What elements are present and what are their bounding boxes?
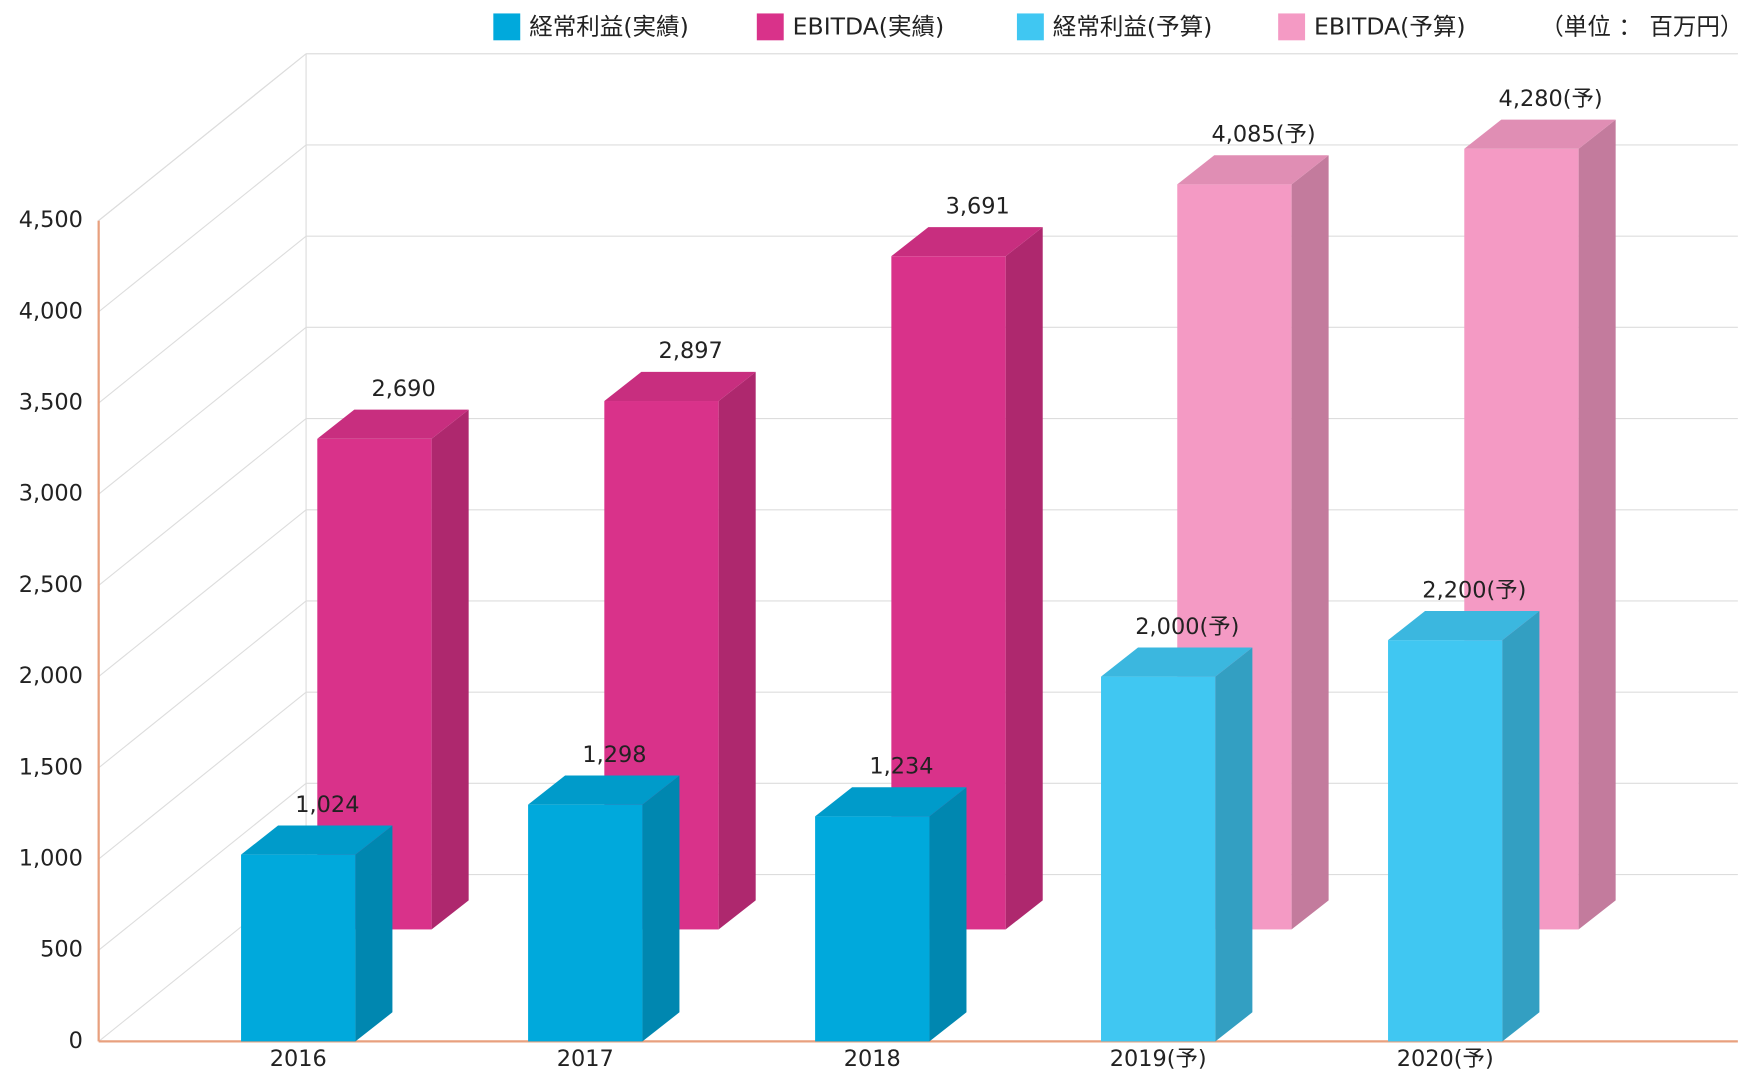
bar-top	[815, 787, 967, 817]
legend-swatch	[1016, 13, 1044, 41]
bar-side	[355, 825, 393, 1042]
y-tick-label: 0	[69, 1028, 83, 1054]
bar-top	[317, 409, 469, 439]
wall-edge	[98, 53, 307, 222]
value-label: 2,000(予)	[1135, 614, 1239, 640]
grid-line	[98, 144, 307, 313]
bar-side	[1578, 119, 1616, 930]
bar-top	[1464, 119, 1616, 149]
grid-line	[98, 600, 307, 769]
bar-top	[891, 227, 1043, 257]
bar-top	[1177, 155, 1329, 185]
bar-side	[929, 787, 967, 1042]
y-tick-label: 4,000	[19, 298, 83, 324]
y-tick-label: 4,500	[19, 207, 83, 233]
x-tick-label: 2017	[557, 1046, 614, 1072]
bar-side	[1291, 155, 1329, 930]
value-label: 3,691	[946, 193, 1010, 219]
y-tick-label: 2,500	[19, 572, 83, 598]
legend-swatch	[1278, 13, 1306, 41]
bar-side	[1005, 227, 1043, 930]
bar-front	[1388, 640, 1503, 1042]
value-label: 1,024	[295, 792, 359, 818]
bar-side	[1215, 647, 1253, 1042]
bar-front	[528, 804, 643, 1042]
y-tick-label: 3,500	[19, 390, 83, 416]
legend-label: EBITDA(実績)	[793, 13, 945, 41]
grid-line	[98, 782, 307, 951]
legend-label: 経常利益(実績)	[529, 13, 689, 41]
value-label: 1,234	[869, 754, 933, 780]
bar-top	[241, 825, 393, 855]
x-tick-label: 2016	[270, 1046, 327, 1072]
bar-front	[1101, 676, 1216, 1042]
x-tick-label: 2019(予)	[1110, 1046, 1207, 1072]
bar-side	[1502, 611, 1540, 1042]
grid-line	[98, 235, 307, 404]
x-tick-label: 2018	[844, 1046, 901, 1072]
bar-top	[1101, 647, 1253, 677]
grid-line	[98, 418, 307, 586]
value-label: 2,690	[372, 376, 436, 402]
y-tick-label: 500	[40, 937, 83, 963]
unit-label: （単位 ： 百万円）	[1540, 13, 1743, 41]
bar-side	[431, 409, 469, 930]
chart-body: 0 500 1,000 1,500 2,000 2,500 3,000 3,500 4,000 4…	[19, 13, 1744, 1072]
grid-line	[98, 509, 307, 678]
x-tick-label: 2020(予)	[1397, 1046, 1494, 1072]
bar-front	[815, 816, 930, 1042]
bar-top	[604, 371, 756, 402]
legend-swatch	[756, 13, 784, 41]
bar-top	[1388, 611, 1540, 641]
bar-front	[241, 854, 356, 1042]
value-label: 2,897	[659, 338, 723, 364]
value-label: 4,280(予)	[1499, 86, 1603, 112]
grid-line	[98, 691, 307, 860]
value-label: 2,200(予)	[1422, 577, 1526, 603]
legend-label: EBITDA(予算)	[1314, 13, 1466, 41]
value-label: 1,298	[582, 742, 646, 768]
legend-label: 経常利益(予算)	[1053, 13, 1213, 41]
y-tick-label: 1,500	[19, 754, 83, 780]
grid-line	[98, 326, 307, 495]
bar-side	[718, 371, 756, 930]
bar-side	[642, 775, 680, 1042]
y-tick-label: 3,000	[19, 481, 83, 507]
bar-top	[528, 775, 680, 805]
y-tick-label: 2,000	[19, 663, 83, 689]
y-tick-label: 1,000	[19, 846, 83, 872]
value-label: 4,085(予)	[1212, 122, 1316, 148]
legend-swatch	[493, 13, 521, 41]
